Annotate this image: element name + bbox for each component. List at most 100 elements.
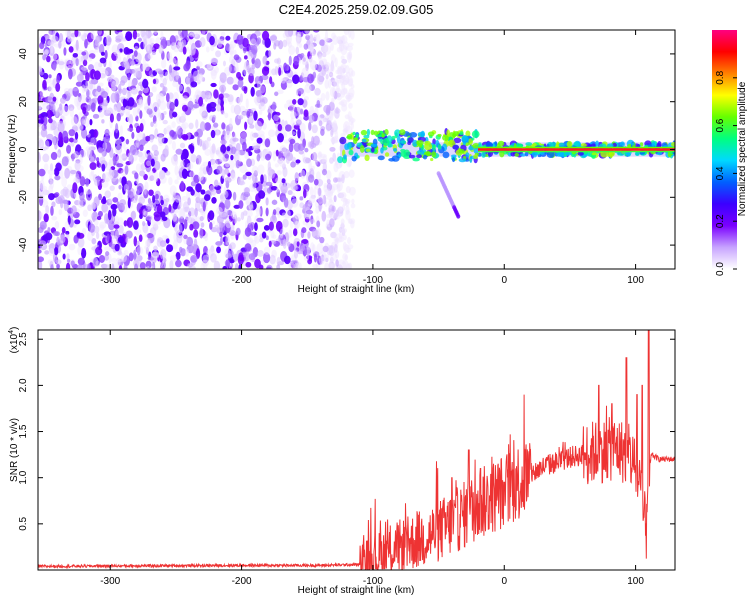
spectrogram-cell <box>147 154 152 163</box>
spectrogram-cell <box>242 210 248 216</box>
colorbar-tick-label: 0.0 <box>715 262 726 276</box>
spectrogram-cell <box>288 142 294 153</box>
spectrogram-cell <box>175 195 181 203</box>
spectrogram-cell <box>43 213 49 223</box>
spectrogram-cell <box>78 124 84 131</box>
spectrogram-cell <box>328 211 333 218</box>
snr-frame <box>37 329 676 571</box>
spectrogram-cell <box>107 209 112 221</box>
spectrogram-cell <box>52 96 57 102</box>
signal-cell <box>458 158 467 163</box>
spectrogram-cell <box>251 45 258 55</box>
spectrogram-cell <box>72 52 79 58</box>
spectrogram-cell <box>179 246 183 253</box>
spectrogram-cell <box>92 113 100 119</box>
spectrogram-cell <box>294 221 301 229</box>
spectrogram-cell <box>277 132 284 143</box>
spectrogram-cell <box>188 144 194 150</box>
spectrogram-cell <box>258 104 262 110</box>
spectrogram-cell <box>149 174 155 182</box>
spectrogram-cell <box>261 231 267 239</box>
spectrogram-cell <box>267 166 273 177</box>
spectrogram-cell <box>348 67 354 78</box>
spectrogram-cell <box>64 58 72 65</box>
spectrogram-cell <box>125 138 130 145</box>
spectrogram-cell <box>344 200 350 207</box>
snr-panel: -300 -200 -100 0 100 0.5 1.0 1.5 2.0 2.5 Height … <box>8 327 676 596</box>
spectrogram-cell <box>54 220 60 230</box>
spectrogram-cell <box>341 174 345 184</box>
spectrogram-cell <box>194 131 199 137</box>
spectrogram-cell <box>220 110 225 115</box>
spectrogram-cell <box>84 188 92 195</box>
spectrogram-cell <box>308 160 312 172</box>
spectrogram-cell <box>316 99 321 108</box>
spectrogram-cell <box>295 46 300 55</box>
spectrogram-cell <box>285 72 290 77</box>
spectrogram-cell <box>297 143 306 151</box>
spectrogram-cell <box>261 74 269 81</box>
spectrogram-cell <box>97 82 104 87</box>
spectrogram-cell <box>324 188 331 197</box>
spectrogram-cell <box>257 164 265 175</box>
spectrogram-cell <box>162 234 169 240</box>
spectrogram-cell <box>135 67 143 78</box>
spectrogram-cell <box>80 33 86 40</box>
spectrogram-cell <box>95 90 102 97</box>
spectrogram-cell <box>165 170 171 176</box>
spectrogram-cell <box>44 250 50 255</box>
spectrogram-cell <box>322 117 328 123</box>
spectrogram-cell <box>309 42 314 52</box>
spectrogram-cell <box>189 32 195 38</box>
spectrogram-cell <box>154 128 159 139</box>
spectrogram-cell <box>301 239 309 245</box>
spectrogram-cell <box>169 101 175 112</box>
spectrogram-cell <box>69 169 77 175</box>
spectrogram-cell <box>269 35 277 41</box>
spectrogram-cell <box>235 159 241 169</box>
spectrogram-cell <box>192 221 200 230</box>
spectrogram-cell <box>320 93 326 101</box>
spectrogram-cell <box>195 94 200 100</box>
spectrogram-cell <box>253 110 258 121</box>
spectrogram-cell <box>190 154 197 163</box>
spectrogram-cell <box>262 55 267 65</box>
signal-cell <box>446 129 451 137</box>
spectrogram-cell <box>275 177 283 184</box>
signal-cell <box>451 154 457 158</box>
signal-cell <box>465 152 470 158</box>
spectrogram-cell <box>204 233 209 242</box>
signal-cell <box>370 147 375 153</box>
spectrogram-cell <box>68 137 75 143</box>
spectrogram-cell <box>281 178 286 184</box>
spectrogram-cell <box>81 51 87 56</box>
spectrogram-cell <box>334 243 338 253</box>
spectrogram-cell <box>262 174 267 184</box>
spectrogram-cell <box>142 209 146 216</box>
spectrogram-cell <box>218 151 224 163</box>
spectrogram-cell <box>270 230 275 239</box>
spectrogram-cell <box>210 253 217 263</box>
spectrogram-cell <box>224 130 232 138</box>
spectrogram-cell <box>144 63 150 72</box>
signal-cell <box>416 154 422 159</box>
spectrogram-cell <box>186 162 194 170</box>
spectrogram-cell <box>306 245 310 256</box>
spectrogram-cell <box>54 231 60 237</box>
spectrogram-cell <box>280 195 287 201</box>
spectrogram-cell <box>251 63 256 70</box>
spectrogram-cell <box>177 223 183 235</box>
spectrogram-cell <box>95 246 103 256</box>
spectrogram-cell <box>261 30 270 41</box>
spectrogram-cell <box>47 227 51 233</box>
spectrogram-cell <box>299 122 306 133</box>
spectrogram-cell <box>271 199 278 205</box>
spectrogram-cell <box>123 263 128 269</box>
spectrogram-cell <box>127 97 135 107</box>
signal-cell <box>577 151 584 156</box>
spectrogram-cell <box>329 212 335 218</box>
spectrogram-cell <box>276 57 281 65</box>
spectrogram-cell <box>228 159 235 170</box>
spectrogram-cell <box>104 67 112 77</box>
spectrogram-cell <box>286 79 293 84</box>
